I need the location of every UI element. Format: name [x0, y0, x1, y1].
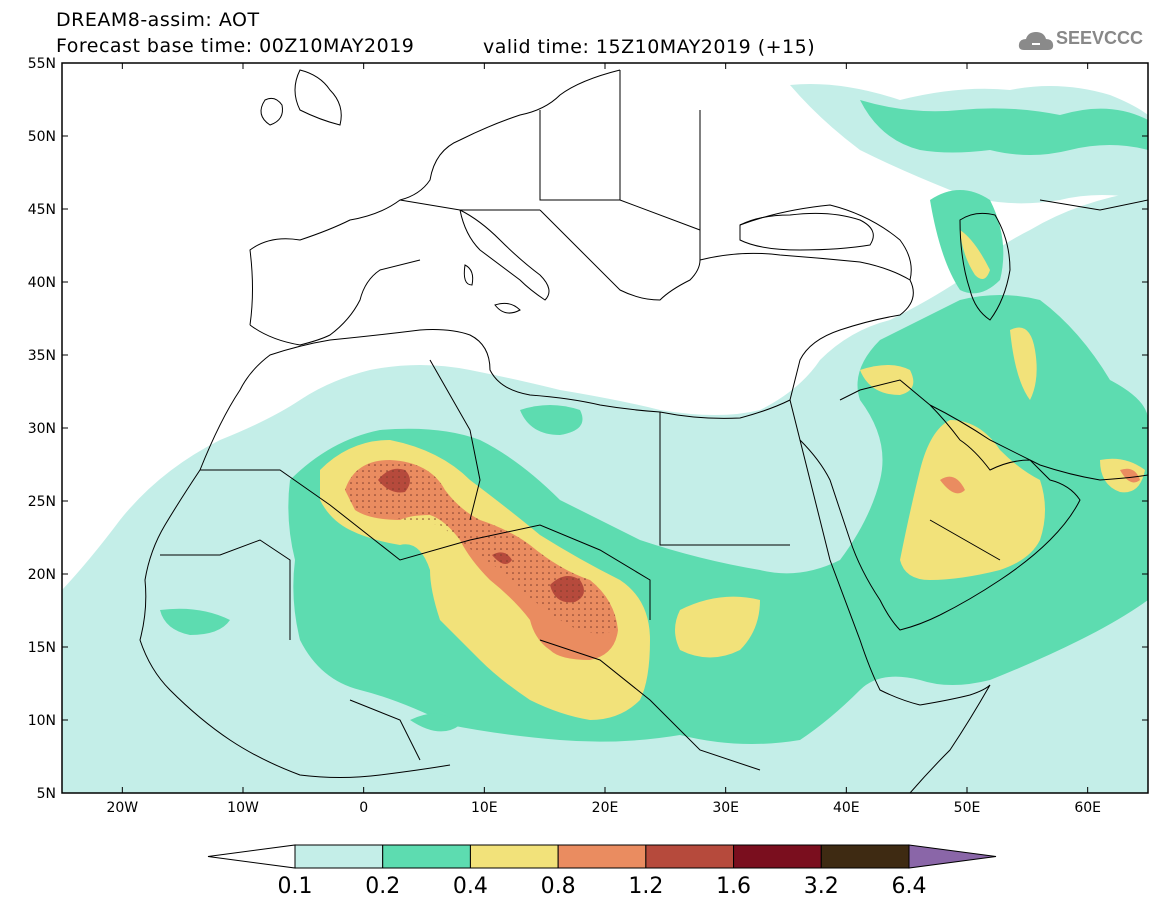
lat-label: 35N: [28, 348, 56, 364]
map-title: DREAM8-assim: AOT: [56, 9, 260, 31]
cloud-logo-icon: [1018, 32, 1054, 50]
colorbar-box: [294, 844, 384, 869]
lon-label: 10E: [471, 800, 498, 816]
coastlines: [139, 69, 1148, 793]
lat-label: 15N: [28, 640, 56, 656]
colorbar-label: 0.4: [453, 874, 488, 899]
lon-label: 30E: [712, 800, 739, 816]
lat-label: 20N: [28, 567, 56, 583]
latitude-labels: 55N 50N 45N 40N 35N 30N 25N 20N 15N 10N 5N: [28, 56, 56, 802]
colorbar-box: [645, 844, 735, 869]
colorbar-label: 0.8: [541, 874, 576, 899]
lat-label: 30N: [28, 421, 56, 437]
colorbar-box: [382, 844, 471, 869]
colorbar-box: [469, 844, 559, 869]
colorbar-label: 1.6: [716, 874, 751, 899]
colorbar-box: [733, 844, 822, 869]
colorbar-label: 0.1: [278, 874, 313, 899]
lat-label: 25N: [28, 494, 56, 510]
lat-label: 55N: [28, 56, 56, 72]
logo-text: SEEVCCC: [1056, 28, 1144, 48]
lon-label: 20E: [592, 800, 619, 816]
colorbar-label: 0.2: [365, 874, 400, 899]
lat-label: 5N: [37, 786, 56, 802]
longitude-labels: 20W 10W 0 10E 20E 30E 40E 50E 60E: [106, 800, 1101, 816]
colorbar-low-triangle: [207, 844, 296, 869]
lon-label: 0: [359, 800, 368, 816]
lat-label: 40N: [28, 275, 56, 291]
axis-ticks: [62, 62, 1148, 794]
lon-label: 50E: [954, 800, 981, 816]
lat-label: 10N: [28, 713, 56, 729]
forecast-base-time: Forecast base time: 00Z10MAY2019: [56, 35, 415, 57]
lon-label: 10W: [227, 800, 259, 816]
colorbar-high-triangle: [908, 844, 997, 869]
stipple-overlay: [345, 460, 618, 634]
lat-label: 50N: [28, 129, 56, 145]
colorbar-box: [557, 844, 647, 869]
lat-label: 45N: [28, 202, 56, 218]
colorbar: 0.1 0.2 0.4 0.8 1.2 1.6 3.2 6.4: [207, 844, 997, 899]
valid-time: valid time: 15Z10MAY2019 (+15): [483, 36, 816, 58]
lon-label: 20W: [106, 800, 138, 816]
colorbar-label: 3.2: [804, 874, 839, 899]
colorbar-label: 1.2: [628, 874, 663, 899]
lon-label: 40E: [833, 800, 860, 816]
colorbar-label: 6.4: [892, 874, 927, 899]
colorbar-box: [820, 844, 910, 869]
lon-label: 60E: [1074, 800, 1101, 816]
aot-contours: [62, 84, 1148, 793]
